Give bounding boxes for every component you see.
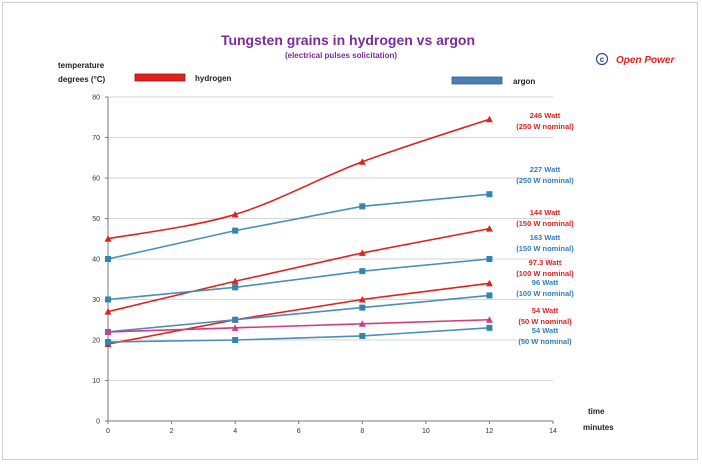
data-point-argon [486, 324, 493, 331]
x-tick-label: 10 [422, 428, 430, 435]
data-point-hydrogen [104, 328, 112, 335]
data-point-hydrogen [485, 115, 493, 123]
data-point-hydrogen [358, 320, 366, 327]
data-point-hydrogen [358, 158, 366, 165]
series-line-argon-5 [107, 294, 490, 333]
y-tick-label: 80 [92, 95, 100, 102]
annotation-power: 96 Watt [532, 278, 559, 287]
copyright-icon [595, 52, 609, 66]
x-tick-label: 14 [549, 428, 557, 435]
annotation-nominal: (100 W nominal) [516, 269, 574, 278]
x-tick-label: 12 [486, 428, 494, 435]
x-tick-label: 4 [233, 428, 237, 435]
annotation-power: 54 Watt [532, 306, 559, 315]
data-point-hydrogen [104, 235, 112, 242]
data-point-hydrogen [231, 324, 239, 331]
annotation-nominal: (250 W nominal) [516, 122, 574, 131]
data-point-argon [486, 256, 493, 262]
data-point-argon [232, 284, 239, 291]
copyright-letter: c [600, 55, 605, 64]
chart-frame [2, 2, 698, 460]
data-point-hydrogen [231, 210, 239, 218]
data-point-argon [232, 227, 239, 234]
annotation-power: 246 Watt [530, 111, 561, 120]
x-tick-label: 2 [170, 428, 174, 435]
series-line-hydrogen-0 [107, 118, 490, 240]
data-point-hydrogen [104, 308, 112, 315]
y-tick-label: 40 [92, 257, 100, 264]
series-line-hydrogen-2 [107, 227, 490, 313]
y-tick-label: 10 [92, 378, 100, 385]
y-tick-label: 50 [92, 216, 100, 223]
data-point-argon [486, 191, 493, 198]
data-point-argon [105, 339, 111, 346]
annotation-nominal: (50 W nominal) [518, 337, 572, 346]
data-point-hydrogen [485, 316, 493, 323]
series-line-argon-7 [107, 327, 490, 343]
y-tick-label: 20 [92, 338, 100, 345]
data-point-hydrogen [485, 225, 493, 232]
data-point-hydrogen [231, 277, 239, 285]
y-tick-label: 30 [92, 297, 100, 304]
annotation-nominal: (100 W nominal) [516, 289, 574, 298]
annotations: 246 Watt (250 W nominal) 227 Watt (250 W no… [516, 111, 574, 346]
y-axis-label-line2: degrees (°C) [58, 75, 106, 84]
data-point-argon [359, 268, 366, 275]
chart-subtitle: (electrical pulses solicitation) [285, 51, 397, 60]
annotation-power: 144 Watt [530, 208, 561, 217]
data-point-hydrogen [358, 296, 366, 303]
annotation-nominal: (150 W nominal) [516, 219, 574, 228]
x-tick-label: 8 [360, 428, 364, 435]
chart-title: Tungsten grains in hydrogen vs argon [221, 32, 475, 48]
y-tick-label: 0 [96, 419, 100, 426]
annotation-power: 227 Watt [530, 165, 561, 174]
annotation-power: 97.3 Watt [529, 258, 562, 267]
annotation-nominal: (150 W nominal) [516, 244, 574, 253]
series-layer [104, 115, 493, 348]
brand-name: Open Power [616, 55, 675, 66]
legend-label-hydrogen: hydrogen [195, 74, 232, 83]
data-point-hydrogen [358, 249, 366, 256]
data-point-argon [105, 296, 111, 303]
legend-swatch-hydrogen [134, 73, 186, 82]
data-point-argon [486, 292, 493, 299]
annotation-nominal: (250 W nominal) [516, 176, 574, 185]
y-axis-label-line1: temperature [58, 61, 105, 70]
series-line-argon-1 [107, 193, 490, 260]
data-point-hydrogen [485, 279, 493, 287]
x-axis-label-line1: time [588, 407, 605, 416]
y-tick-label: 70 [92, 135, 100, 142]
data-point-argon [359, 332, 366, 339]
legend-label-argon: argon [513, 77, 535, 86]
annotation-nominal: (50 W nominal) [518, 317, 572, 326]
series-line-hydrogen-6 [107, 318, 490, 333]
series-line-hydrogen-4 [107, 282, 490, 345]
data-point-argon [232, 337, 239, 343]
data-point-argon [232, 316, 239, 323]
data-point-argon [359, 304, 366, 311]
y-tick-label: 60 [92, 176, 100, 183]
series-line-argon-3 [107, 258, 490, 301]
data-point-argon [105, 256, 111, 262]
annotation-power: 54 Watt [532, 326, 559, 335]
x-tick-label: 6 [297, 428, 301, 435]
data-point-argon [359, 203, 366, 210]
x-axis-label-line2: minutes [583, 423, 614, 432]
axes: 0 10 20 30 40 50 60 70 80 0 2 4 6 8 10 12 14 [92, 95, 557, 436]
annotation-power: 163 Watt [530, 233, 561, 242]
legend-swatch-argon [451, 76, 503, 85]
x-tick-label: 0 [106, 428, 110, 435]
grid [108, 96, 553, 381]
